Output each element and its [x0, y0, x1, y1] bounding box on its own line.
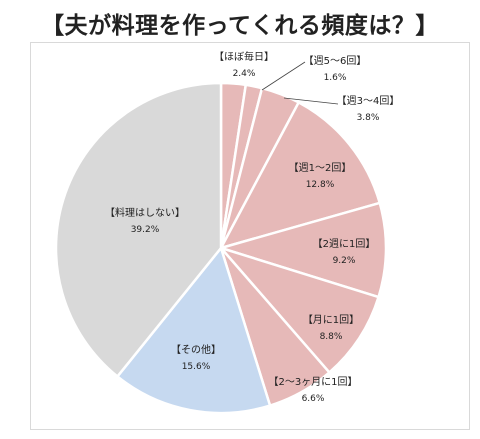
- leader-line: [283, 97, 339, 105]
- leader-line: [261, 61, 306, 91]
- slice-label: 【週3～4回】: [337, 95, 400, 107]
- slice-label: 【その他】: [171, 343, 221, 356]
- slice-value-label: 9.2%: [333, 256, 356, 266]
- slice-label: 【2週に1回】: [313, 238, 376, 250]
- pie-slice: [219, 101, 381, 250]
- slice-value-label: 6.6%: [302, 394, 325, 404]
- pie-slice: [219, 246, 380, 374]
- slice-value-label: 1.6%: [324, 73, 347, 83]
- slice-label: 【ほぼ毎日】: [214, 50, 274, 63]
- pie-slice: [219, 201, 388, 299]
- slice-value-label: 12.8%: [306, 180, 335, 190]
- slice-label: 【月に1回】: [303, 314, 359, 326]
- slice-value-label: 15.6%: [182, 362, 211, 372]
- slice-value-label: 39.2%: [131, 225, 160, 235]
- pie-slice: [116, 246, 272, 415]
- slice-label: 【料理はしない】: [105, 206, 185, 219]
- slice-value-label: 8.8%: [320, 332, 343, 342]
- slice-label: 【2～3ヶ月に1回】: [268, 376, 357, 388]
- slice-label: 【週5～6回】: [304, 55, 367, 67]
- slice-label: 【週1～2回】: [289, 162, 352, 174]
- slice-value-label: 3.8%: [357, 113, 380, 123]
- slice-value-label: 2.4%: [233, 69, 256, 79]
- pie-slice: [54, 81, 223, 378]
- chart-title: 【夫が料理を作ってくれる頻度は？】: [41, 13, 439, 39]
- chart-frame: [30, 42, 470, 430]
